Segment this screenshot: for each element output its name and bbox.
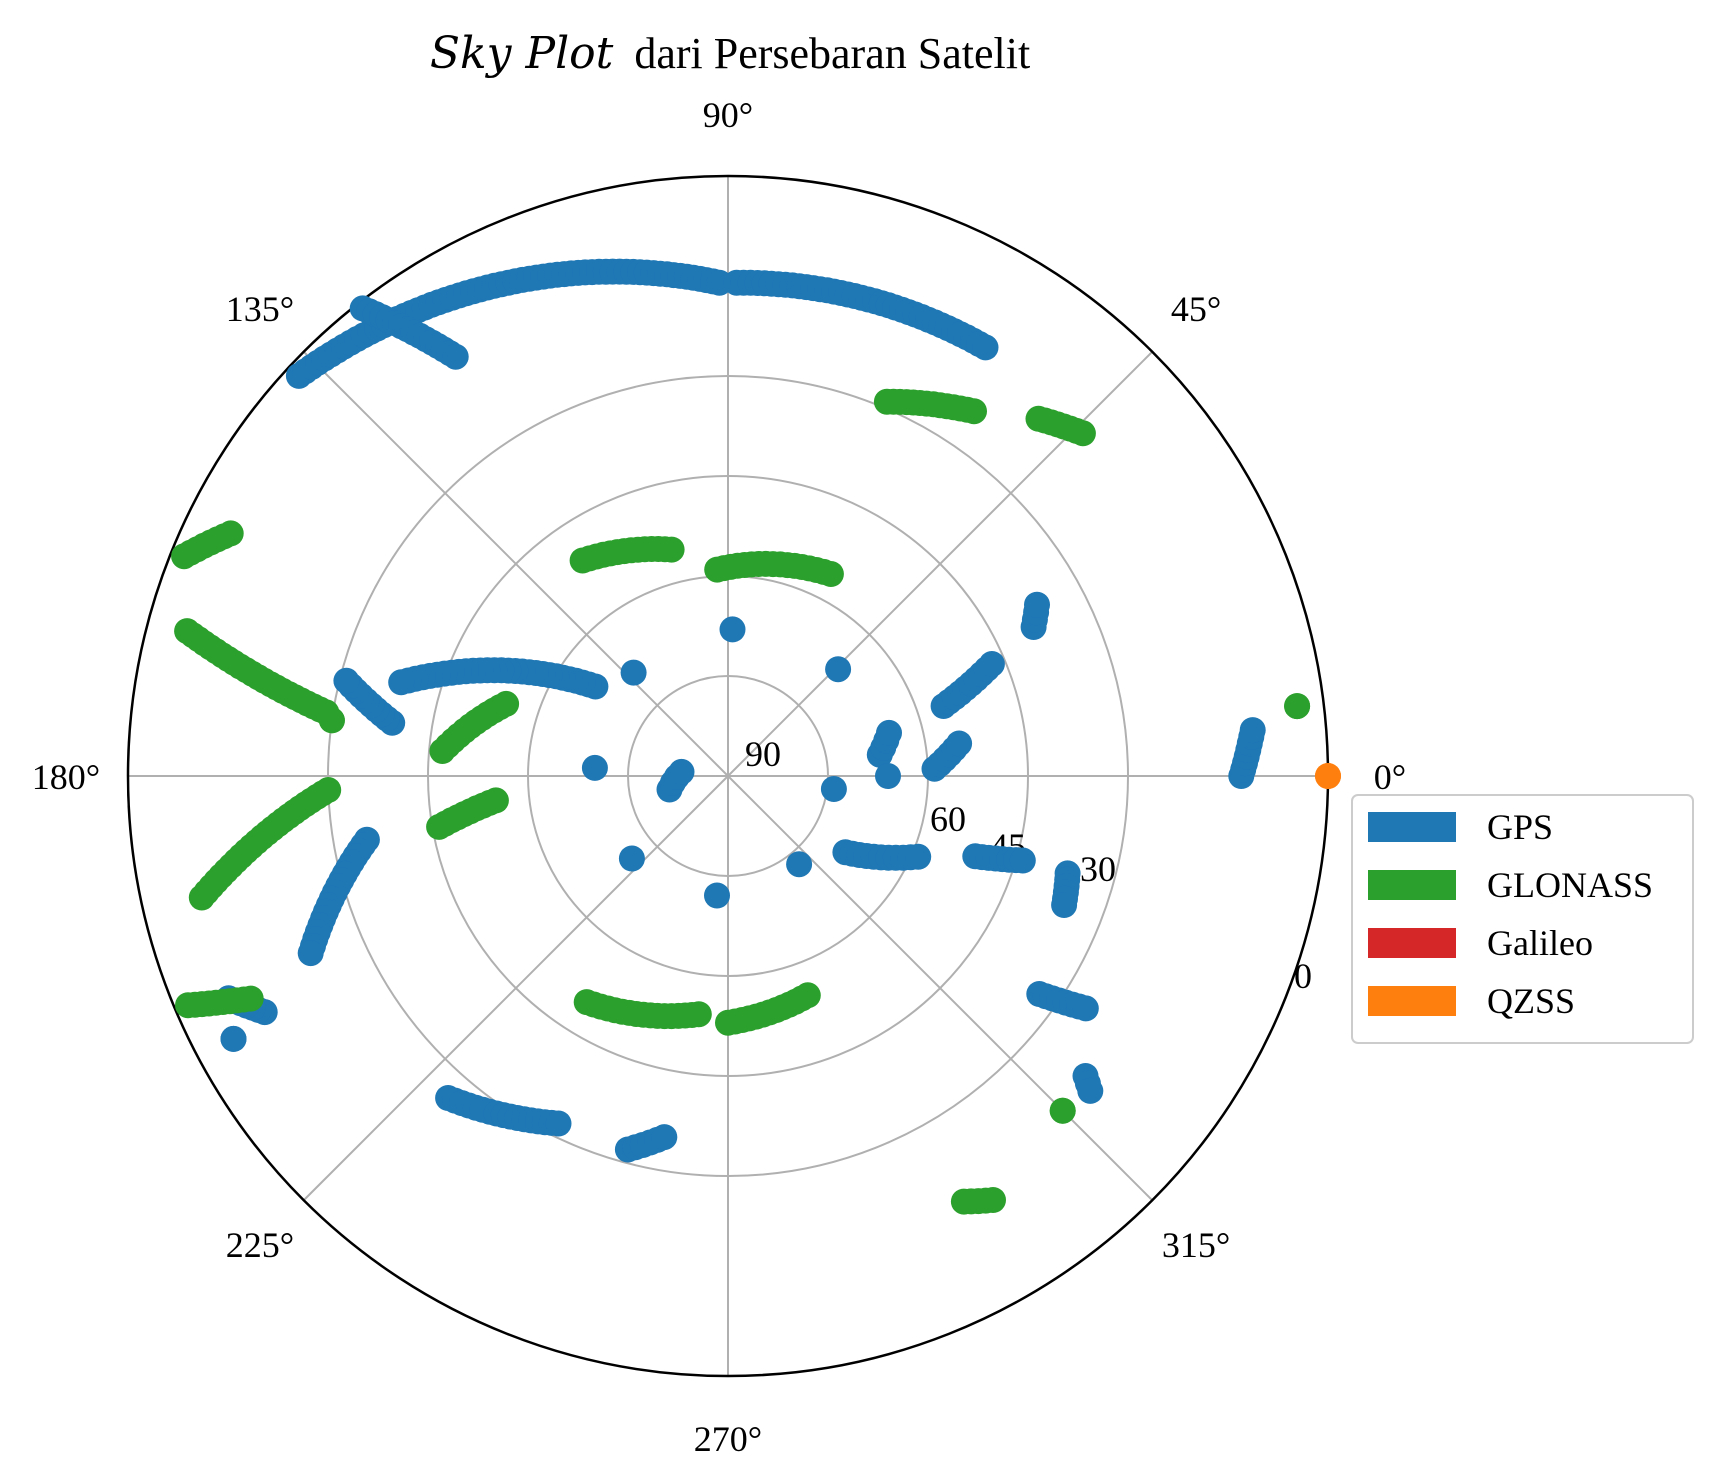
azimuth-tick-label: 135° — [226, 289, 294, 329]
satellite-point-gps — [651, 1124, 678, 1151]
satellite-point-glonass — [493, 690, 520, 717]
satellite-point-gps — [876, 719, 902, 746]
satellite-points — [171, 258, 1341, 1215]
satellite-point-glonass — [1284, 693, 1311, 720]
legend-label-galileo: Galileo — [1487, 923, 1593, 963]
grid-spoke-135 — [303, 351, 729, 777]
satellite-point-gps — [333, 667, 360, 694]
satellite-point-qzss — [1315, 763, 1341, 789]
grid-spoke-315 — [727, 775, 1153, 1201]
satellite-point-glonass — [658, 536, 685, 563]
satellite-point-glonass — [315, 777, 342, 803]
satellite-point-glonass — [950, 1188, 977, 1215]
legend-swatch-qzss — [1368, 986, 1456, 1016]
legend-label-qzss: QZSS — [1487, 981, 1575, 1021]
satellite-point-gps — [545, 1110, 572, 1137]
satellite-point-gps — [825, 656, 852, 683]
azimuth-tick-label: 0° — [1374, 757, 1406, 797]
satellite-point-glonass — [482, 787, 509, 814]
chart-title-italic: Sky Plot — [430, 28, 614, 79]
satellite-point-glonass — [794, 982, 821, 1009]
satellite-point-gps — [946, 730, 973, 757]
satellite-point-gps — [220, 1025, 247, 1052]
grid-spoke-225 — [303, 775, 729, 1201]
satellite-point-gps — [620, 659, 647, 686]
azimuth-tick-label: 270° — [694, 1419, 762, 1459]
satellite-point-gps — [1239, 717, 1266, 744]
legend-box — [1351, 794, 1694, 1044]
satellite-point-gps — [978, 651, 1005, 677]
satellite-point-gps — [442, 343, 469, 370]
satellite-point-gps — [786, 851, 813, 878]
azimuth-tick-label: 225° — [226, 1225, 294, 1265]
azimuth-tick-label: 180° — [32, 757, 100, 797]
azimuth-tick-label: 45° — [1171, 289, 1221, 329]
satellite-point-gps — [719, 616, 746, 643]
legend-swatch-gps — [1368, 812, 1456, 842]
chart-title-rest: dari Persebaran Satelit — [634, 29, 1030, 78]
azimuth-tick-label: 90° — [703, 95, 753, 135]
azimuth-tick-label: 315° — [1162, 1225, 1230, 1265]
satellite-point-glonass — [237, 985, 264, 1012]
satellite-point-gps — [1009, 847, 1036, 874]
satellite-point-glonass — [217, 520, 244, 547]
elevation-tick-label: 0 — [1294, 956, 1312, 996]
legend-label-gps: GPS — [1487, 807, 1553, 847]
satellite-point-gps — [297, 940, 324, 967]
satellite-point-gps — [1051, 892, 1078, 918]
satellite-point-gps — [1024, 591, 1050, 618]
legend-swatch-glonass — [1368, 870, 1456, 900]
satellite-point-gps — [618, 845, 645, 872]
satellite-point-gps — [704, 882, 730, 909]
legend: GPS GLONASS Galileo QZSS — [1351, 794, 1694, 1044]
satellite-point-glonass — [1049, 1097, 1076, 1124]
elevation-tick-label: 90 — [745, 734, 781, 774]
satellite-point-gps — [875, 763, 901, 789]
satellite-point-gps — [820, 776, 847, 802]
satellite-point-gps — [668, 758, 695, 785]
chart-title: Sky Plot dari Persebaran Satelit — [430, 28, 1030, 79]
satellite-point-glonass — [1069, 420, 1096, 447]
elevation-tick-label: 60 — [930, 799, 966, 839]
satellite-point-gps — [972, 334, 999, 361]
satellite-point-glonass — [961, 398, 987, 425]
legend-swatch-galileo — [1368, 928, 1456, 958]
satellite-point-gps — [581, 754, 608, 781]
legend-label-glonass: GLONASS — [1487, 865, 1653, 905]
satellite-point-glonass — [313, 699, 340, 726]
satellite-point-glonass — [685, 1001, 712, 1028]
satellite-point-gps — [905, 843, 932, 870]
satellite-point-gps — [388, 669, 415, 696]
satellite-point-gps — [1077, 1077, 1104, 1104]
satellite-point-gps — [1072, 995, 1099, 1022]
satellite-point-glonass — [817, 561, 844, 587]
elevation-tick-label: 30 — [1080, 849, 1116, 889]
